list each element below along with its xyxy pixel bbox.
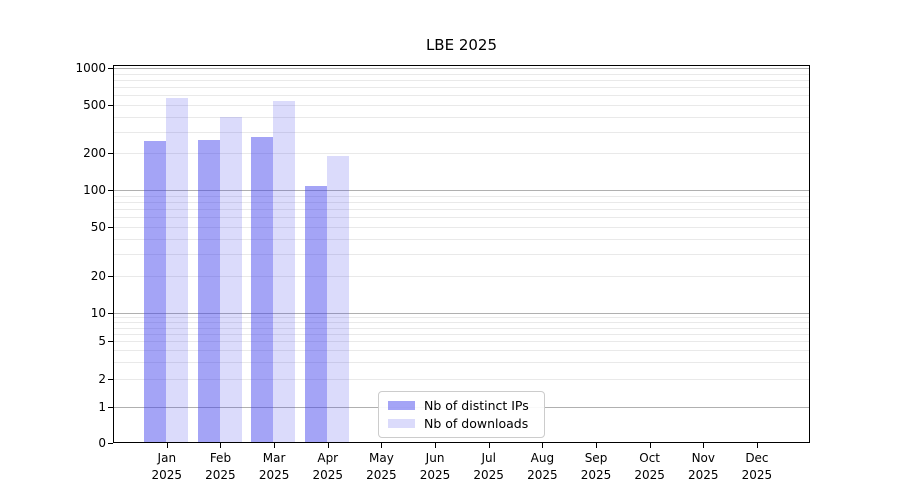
y-tick-label: 50 [90, 220, 106, 235]
legend-swatch-nb-of-distinct-ips [388, 401, 415, 410]
y-tick-label: 100 [83, 183, 106, 197]
minor-gridline [114, 254, 809, 256]
y-tick-label: 1 [98, 400, 106, 414]
legend-label: Nb of distinct IPs [424, 398, 529, 413]
bar-nb-of-downloads-apr [327, 156, 350, 442]
x-tick-label-sep: Sep 2025 [580, 451, 612, 482]
y-tick-mark [108, 104, 113, 106]
minor-gridline [114, 333, 809, 335]
x-tick-label-aug: Aug 2025 [527, 451, 558, 482]
minor-gridline [114, 322, 809, 324]
y-tick-mark [108, 407, 113, 408]
y-tick-mark [108, 190, 113, 191]
x-tick-label-jul: Jul 2025 [473, 451, 504, 482]
x-tick-label-feb: Feb 2025 [205, 451, 236, 482]
y-tick-mark [108, 68, 113, 69]
x-tick-label-may: May 2025 [366, 451, 397, 482]
x-tick-mark [166, 443, 168, 448]
legend-label: Nb of downloads [424, 416, 529, 431]
x-tick-mark [274, 443, 276, 448]
minor-gridline [114, 227, 809, 229]
major-gridline [114, 68, 809, 69]
y-tick-label: 200 [83, 146, 106, 161]
y-tick-label: 500 [83, 97, 106, 112]
y-tick-mark [108, 378, 113, 380]
bar-nb-of-downloads-feb [219, 116, 242, 442]
minor-gridline [114, 116, 809, 118]
x-tick-mark [756, 443, 758, 448]
legend-row: Nb of downloads [388, 417, 535, 430]
x-tick-mark [703, 443, 705, 448]
bar-nb-of-downloads-jan [166, 98, 189, 442]
y-tick-label: 5 [98, 334, 106, 349]
minor-gridline [114, 209, 809, 211]
minor-gridline [114, 104, 809, 106]
minor-gridline [114, 201, 809, 203]
minor-gridline [114, 341, 809, 343]
minor-gridline [114, 350, 809, 352]
x-tick-mark [488, 443, 490, 448]
minor-gridline [114, 378, 809, 380]
bar-nb-of-distinct-ips-jan [144, 141, 167, 442]
minor-gridline [114, 195, 809, 197]
x-tick-mark [220, 443, 222, 448]
minor-gridline [114, 217, 809, 219]
x-tick-label-apr: Apr 2025 [312, 451, 344, 482]
x-tick-mark [542, 443, 544, 448]
bar-nb-of-downloads-mar [273, 100, 296, 442]
legend-swatch-nb-of-downloads [388, 419, 415, 428]
y-tick-mark [108, 153, 113, 155]
x-tick-label-mar: Mar 2025 [258, 451, 290, 482]
y-tick-mark [108, 341, 113, 343]
x-tick-mark [596, 443, 597, 448]
y-tick-mark [108, 275, 113, 277]
bar-nb-of-distinct-ips-apr [305, 185, 328, 442]
x-tick-mark [381, 443, 383, 448]
legend: Nb of distinct IPs Nb of downloads [378, 391, 545, 438]
plot-area [113, 65, 810, 443]
minor-gridline [114, 95, 809, 97]
y-tick-label: 2 [98, 371, 106, 386]
minor-gridline [114, 238, 809, 240]
minor-gridline [114, 153, 809, 155]
chart-title: LBE 2025 [425, 36, 498, 54]
minor-gridline [114, 317, 809, 319]
x-tick-label-dec: Dec 2025 [741, 451, 773, 482]
y-tick-mark [108, 313, 113, 314]
x-tick-mark [327, 443, 329, 448]
legend-row: Nb of distinct IPs [388, 399, 535, 412]
y-tick-label: 20 [90, 268, 106, 283]
minor-gridline [114, 362, 809, 364]
minor-gridline [114, 79, 809, 81]
major-gridline [114, 190, 809, 191]
y-tick-label: 10 [90, 306, 106, 320]
minor-gridline [114, 275, 809, 277]
y-tick-label: 0 [98, 436, 106, 450]
y-tick-label: 1000 [75, 61, 106, 75]
minor-gridline [114, 131, 809, 133]
bar-nb-of-distinct-ips-mar [251, 137, 274, 442]
x-tick-label-oct: Oct 2025 [634, 451, 665, 482]
x-tick-mark [435, 443, 437, 448]
x-tick-mark [649, 443, 651, 448]
x-tick-label-jan: Jan 2025 [151, 451, 183, 482]
y-tick-mark [108, 227, 113, 229]
minor-gridline [114, 327, 809, 329]
bar-nb-of-distinct-ips-feb [197, 140, 220, 442]
x-tick-label-nov: Nov 2025 [688, 451, 719, 482]
y-tick-mark [108, 443, 113, 444]
major-gridline [114, 313, 809, 314]
x-tick-label-jun: Jun 2025 [419, 451, 451, 482]
minor-gridline [114, 86, 809, 88]
minor-gridline [114, 73, 809, 75]
